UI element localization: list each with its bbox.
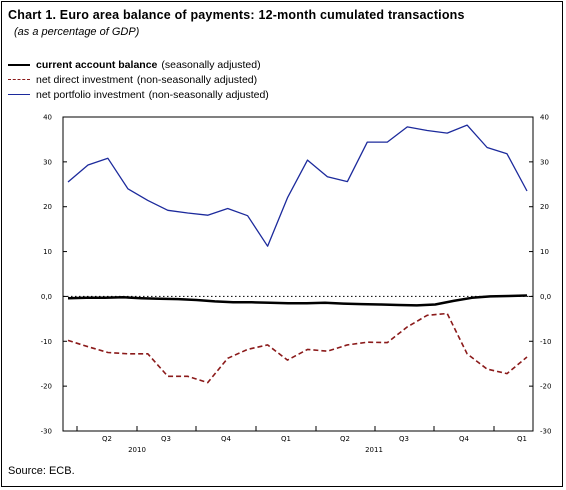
legend: current account balance (seasonally adju… [8,57,269,102]
y-tick-label-left: 10 [43,248,52,256]
source-note: Source: ECB. [8,465,75,477]
x-quarter-label: Q2 [102,435,112,443]
legend-qualifier-portfolio-investment: (non-seasonally adjusted) [148,88,269,101]
x-quarter-label: Q2 [340,435,350,443]
chart-title: Chart 1. Euro area balance of payments: … [8,8,465,22]
legend-item-current-account: current account balance (seasonally adju… [8,57,269,72]
x-quarter-label: Q1 [281,435,291,443]
y-tick-label-right: -20 [540,383,551,391]
legend-swatch-direct-investment [8,79,30,80]
y-tick-label-left: 0,0 [41,293,52,301]
x-quarter-label: Q3 [161,435,171,443]
legend-label-current-account: current account balance [36,58,158,71]
y-tick-label-right: 20 [540,203,549,211]
y-tick-label-right: 30 [540,158,549,166]
legend-swatch-current-account [8,63,30,66]
y-tick-label-right: -30 [540,428,551,436]
y-tick-label-left: 40 [43,114,52,122]
y-tick-label-right: -10 [540,338,551,346]
legend-qualifier-current-account: (seasonally adjusted) [161,58,261,71]
y-tick-label-left: -20 [41,383,52,391]
y-tick-label-left: -30 [41,428,52,436]
series-line-net-portfolio-investment [67,124,528,247]
y-tick-label-left: -10 [41,338,52,346]
legend-qualifier-direct-investment: (non-seasonally adjusted) [136,73,258,86]
y-tick-label-right: 10 [540,248,549,256]
legend-item-direct-investment: net direct investment (non-seasonally ad… [8,72,269,87]
legend-swatch-portfolio-investment [8,94,30,95]
x-quarter-label: Q4 [221,435,232,443]
y-tick-label-right: 0,0 [540,293,551,301]
y-tick-label-right: 40 [540,114,549,122]
legend-label-portfolio-investment: net portfolio investment [36,88,145,101]
chart-subtitle: (as a percentage of GDP) [14,26,140,38]
y-tick-label-left: 30 [43,158,52,166]
series-line-net-direct-investment [67,312,528,384]
x-quarter-label: Q3 [399,435,409,443]
y-tick-label-left: 20 [43,203,52,211]
legend-item-portfolio-investment: net portfolio investment (non-seasonally… [8,87,269,102]
x-quarter-label: Q4 [459,435,470,443]
x-year-label: 2011 [365,446,383,454]
plot-area-border [62,116,534,432]
legend-label-direct-investment: net direct investment [36,73,133,86]
series-line-current-account-balance [67,294,528,307]
x-year-label: 2010 [128,446,146,454]
x-quarter-label: Q1 [517,435,527,443]
